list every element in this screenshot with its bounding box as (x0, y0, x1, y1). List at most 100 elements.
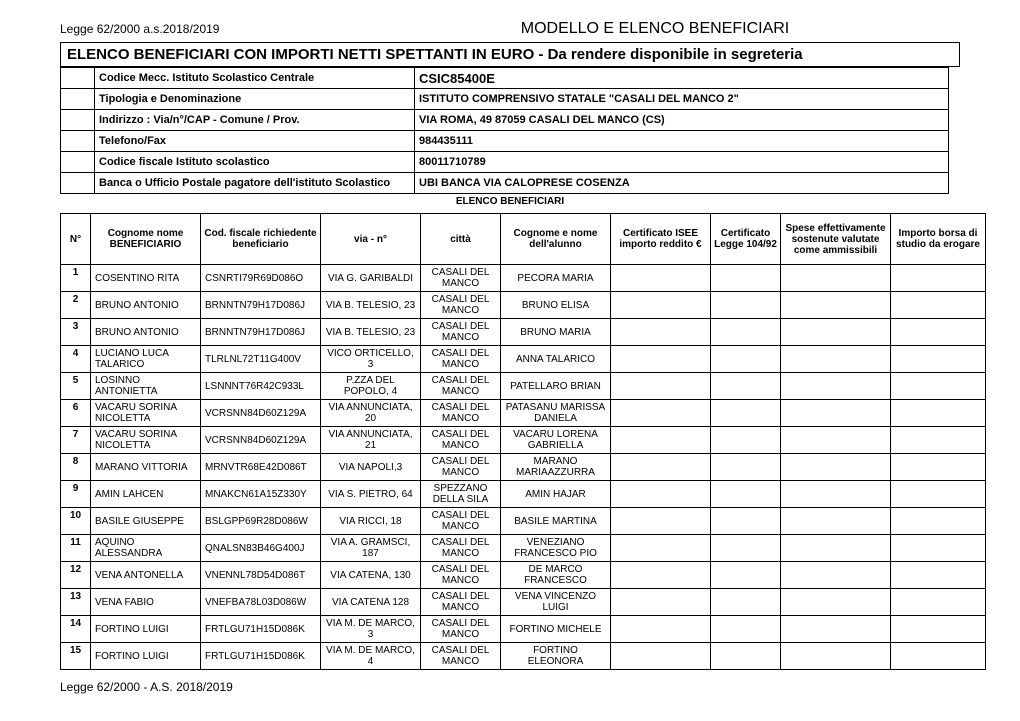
cell-beneficiario: VENA ANTONELLA (91, 562, 201, 589)
cell-isee (611, 481, 711, 508)
cell-isee (611, 562, 711, 589)
table-row: 6VACARU SORINA NICOLETTAVCRSNN84D60Z129A… (61, 400, 986, 427)
cell-isee (611, 373, 711, 400)
cell-via: VIA G. GARIBALDI (321, 265, 421, 292)
cell-cert (711, 454, 781, 481)
cell-cf: MRNVTR68E42D086T (201, 454, 321, 481)
cell-beneficiario: FORTINO LUIGI (91, 616, 201, 643)
cell-spese (781, 454, 891, 481)
cell-cf: BRNNTN79H17D086J (201, 319, 321, 346)
info-codice-mecc-value: CSIC85400E (415, 68, 949, 89)
top-center-title: MODELLO E ELENCO BENEFICIARI (350, 20, 960, 38)
cell-cert (711, 616, 781, 643)
cell-via: VIA CATENA, 130 (321, 562, 421, 589)
cell-alunno: VENA VINCENZO LUIGI (501, 589, 611, 616)
cell-isee (611, 589, 711, 616)
footer-text: Legge 62/2000 - A.S. 2018/2019 (60, 680, 960, 694)
cell-citta: CASALI DEL MANCO (421, 427, 501, 454)
cell-via: P.ZZA DEL POPOLO, 4 (321, 373, 421, 400)
cell-cert (711, 589, 781, 616)
cell-cf: BRNNTN79H17D086J (201, 292, 321, 319)
cell-isee (611, 319, 711, 346)
cell-via: VIA M. DE MARCO, 3 (321, 616, 421, 643)
cell-beneficiario: BRUNO ANTONIO (91, 319, 201, 346)
cell-alunno: VENEZIANO FRANCESCO PIO (501, 535, 611, 562)
cell-via: VIA S. PIETRO, 64 (321, 481, 421, 508)
cell-n: 2 (61, 292, 91, 319)
table-row: 1COSENTINO RITACSNRTI79R69D086OVIA G. GA… (61, 265, 986, 292)
cell-cf: QNALSN83B46G400J (201, 535, 321, 562)
cell-importo (891, 589, 986, 616)
cell-beneficiario: COSENTINO RITA (91, 265, 201, 292)
cell-cert (711, 508, 781, 535)
cell-n: 9 (61, 481, 91, 508)
cell-isee (611, 292, 711, 319)
cell-beneficiario: LUCIANO LUCA TALARICO (91, 346, 201, 373)
cell-via: VICO ORTICELLO, 3 (321, 346, 421, 373)
cell-via: VIA A. GRAMSCI, 187 (321, 535, 421, 562)
cell-isee (611, 427, 711, 454)
cell-via: VIA ANNUNCIATA, 21 (321, 427, 421, 454)
cell-spese (781, 508, 891, 535)
cell-spese (781, 481, 891, 508)
table-row: 12VENA ANTONELLAVNENNL78D54D086TVIA CATE… (61, 562, 986, 589)
cell-importo (891, 454, 986, 481)
cell-importo (891, 400, 986, 427)
table-row: 14FORTINO LUIGIFRTLGU71H15D086KVIA M. DE… (61, 616, 986, 643)
cell-importo (891, 508, 986, 535)
cell-cf: VNEFBA78L03D086W (201, 589, 321, 616)
cell-beneficiario: MARANO VITTORIA (91, 454, 201, 481)
cell-importo (891, 265, 986, 292)
info-indirizzo-value: VIA ROMA, 49 87059 CASALI DEL MANCO (CS) (415, 110, 949, 131)
cell-beneficiario: BASILE GIUSEPPE (91, 508, 201, 535)
cell-via: VIA M. DE MARCO, 4 (321, 643, 421, 670)
cell-citta: CASALI DEL MANCO (421, 346, 501, 373)
cell-alunno: FORTINO ELEONORA (501, 643, 611, 670)
cell-spese (781, 562, 891, 589)
cell-cert (711, 373, 781, 400)
cell-citta: CASALI DEL MANCO (421, 373, 501, 400)
cell-cert (711, 400, 781, 427)
cell-spese (781, 292, 891, 319)
cell-cert (711, 535, 781, 562)
beneficiari-table: N° Cognome nome BENEFICIARIO Cod. fiscal… (60, 213, 986, 670)
cell-importo (891, 643, 986, 670)
cell-cf: CSNRTI79R69D086O (201, 265, 321, 292)
cell-n: 7 (61, 427, 91, 454)
info-banca-value: UBI BANCA VIA CALOPRESE COSENZA (415, 173, 949, 194)
cell-cert (711, 346, 781, 373)
table-row: 7VACARU SORINA NICOLETTAVCRSNN84D60Z129A… (61, 427, 986, 454)
cell-cert (711, 562, 781, 589)
cell-importo (891, 616, 986, 643)
cell-isee (611, 616, 711, 643)
cell-isee (611, 643, 711, 670)
cell-cf: VNENNL78D54D086T (201, 562, 321, 589)
info-blank (61, 89, 95, 110)
cell-isee (611, 454, 711, 481)
table-row: 13VENA FABIOVNEFBA78L03D086WVIA CATENA 1… (61, 589, 986, 616)
info-blank (61, 68, 95, 89)
cell-alunno: FORTINO MICHELE (501, 616, 611, 643)
col-n: N° (61, 214, 91, 265)
info-blank (61, 152, 95, 173)
cell-spese (781, 589, 891, 616)
cell-importo (891, 346, 986, 373)
cell-spese (781, 643, 891, 670)
table-header-row: N° Cognome nome BENEFICIARIO Cod. fiscal… (61, 214, 986, 265)
info-tipologia-label: Tipologia e Denominazione (95, 89, 415, 110)
cell-via: VIA CATENA 128 (321, 589, 421, 616)
cell-n: 10 (61, 508, 91, 535)
info-cf-value: 80011710789 (415, 152, 949, 173)
col-alunno: Cognome e nome dell'alunno (501, 214, 611, 265)
cell-citta: CASALI DEL MANCO (421, 643, 501, 670)
col-isee: Certificato ISEE importo reddito € (611, 214, 711, 265)
cell-cf: TLRLNL72T11G400V (201, 346, 321, 373)
cell-via: VIA ANNUNCIATA, 20 (321, 400, 421, 427)
cell-spese (781, 373, 891, 400)
cell-alunno: BRUNO ELISA (501, 292, 611, 319)
table-row: 2BRUNO ANTONIOBRNNTN79H17D086JVIA B. TEL… (61, 292, 986, 319)
cell-spese (781, 616, 891, 643)
cell-citta: CASALI DEL MANCO (421, 319, 501, 346)
cell-cf: VCRSNN84D60Z129A (201, 427, 321, 454)
col-importo: Importo borsa di studio da erogare (891, 214, 986, 265)
